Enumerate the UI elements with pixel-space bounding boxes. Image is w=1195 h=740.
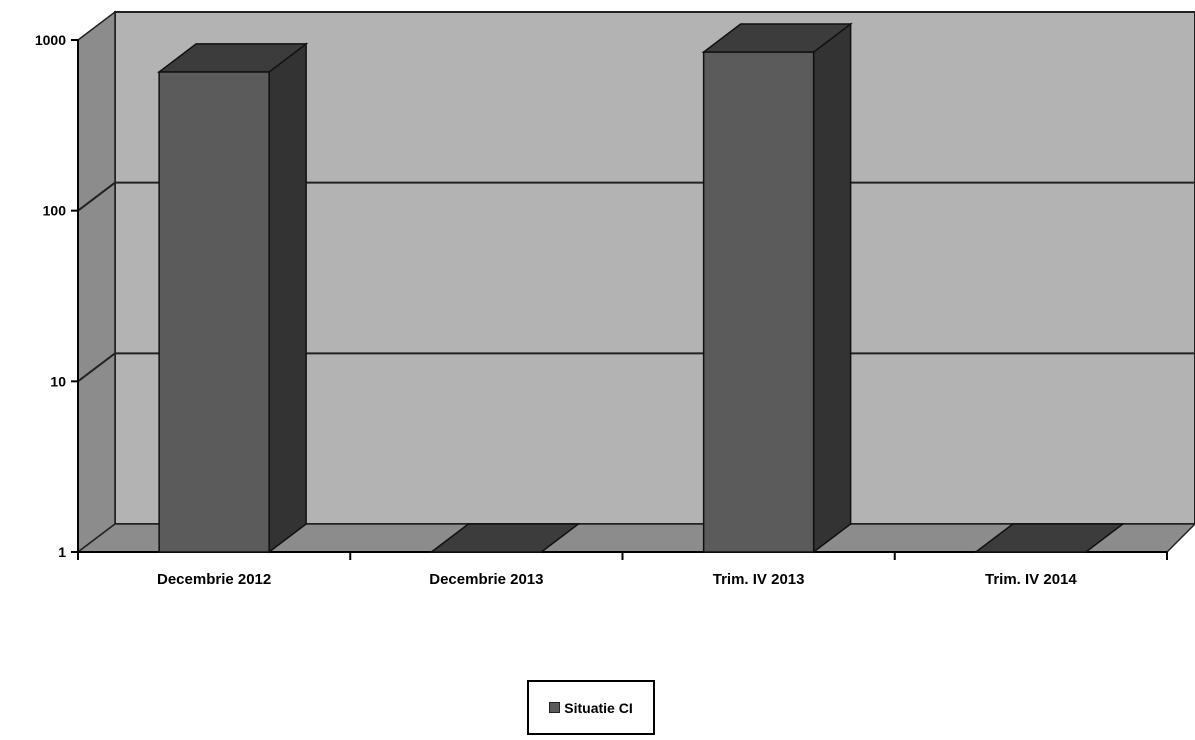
x-tick-label: Trim. IV 2014: [985, 571, 1077, 588]
bar-top: [701, 23, 853, 53]
legend-swatch: [549, 702, 561, 713]
y-tick-label: 10: [50, 373, 66, 389]
bar-top: [429, 523, 581, 553]
bar-top: [973, 523, 1126, 553]
x-tick-label: Trim. IV 2013: [713, 571, 805, 588]
bar: [702, 51, 815, 553]
y-tick-label: 100: [43, 203, 67, 219]
x-tick-label: Decembrie 2013: [429, 571, 543, 588]
x-tick-label: Decembrie 2012: [157, 571, 271, 588]
legend: Situatie CI: [527, 680, 655, 735]
bar: [158, 71, 270, 553]
bar-side: [268, 42, 307, 554]
bar-top: [156, 43, 309, 73]
bar-side: [812, 22, 852, 554]
side-wall: [77, 10, 116, 554]
legend-label: Situatie CI: [564, 699, 633, 716]
y-tick-label: 1: [58, 544, 66, 560]
y-tick-label: 1000: [35, 32, 66, 48]
